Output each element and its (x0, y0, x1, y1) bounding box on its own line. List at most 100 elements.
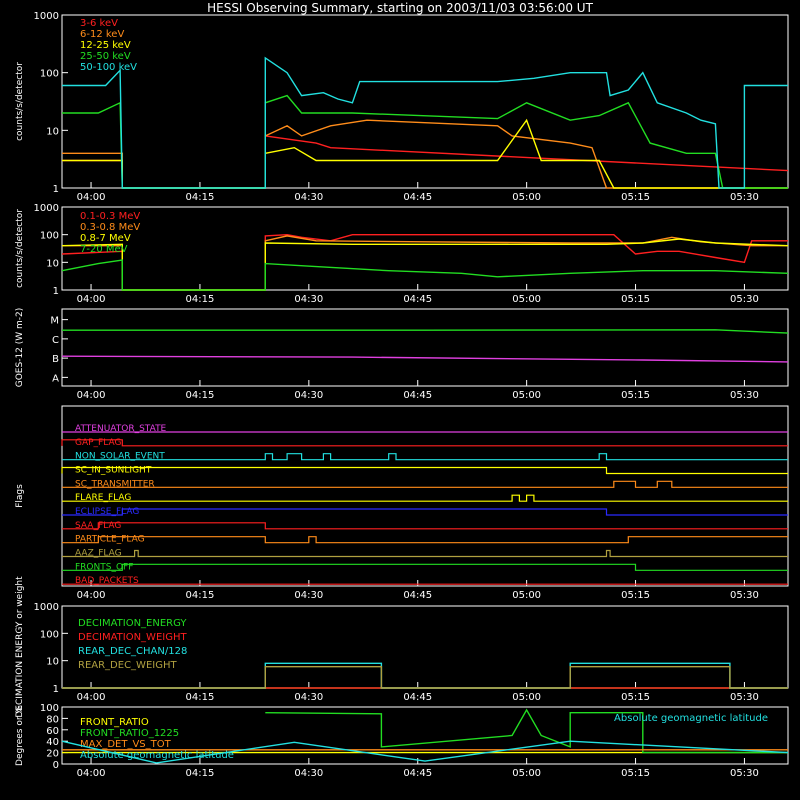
flag-label: NON_SOLAR_EVENT (75, 452, 165, 462)
y-tick-label: 1 (53, 286, 59, 297)
panel-1: counts/s/detector 1 10 100 1000 04:00 04:15 04:… (15, 11, 789, 203)
flag-line (62, 522, 788, 530)
series-line (61, 259, 789, 291)
y-axis-label: DECIMATION ENERGY or weight (15, 576, 25, 718)
plot-frame (61, 308, 789, 387)
x-tick-label: 04:00 (77, 294, 106, 305)
y-tick-label: 1000 (34, 602, 59, 613)
y-tick-label: 10 (46, 657, 59, 668)
x-tick-label: 05:30 (730, 390, 759, 401)
x-tick-label: 05:15 (621, 692, 650, 703)
x-tick-label: 05:15 (621, 192, 650, 203)
flag-line (62, 549, 788, 558)
flag-line (62, 563, 788, 571)
series-line (61, 355, 789, 363)
y-tick-label: 0 (53, 760, 59, 771)
series-line (62, 135, 789, 189)
flag-line (62, 494, 788, 502)
x-tick-label: 05:30 (730, 692, 759, 703)
y-tick-label: 10 (46, 258, 59, 269)
flag-label: FRONTS_OFF (75, 562, 133, 572)
x-tick-label: 04:30 (294, 294, 323, 305)
x-tick-label: 05:30 (730, 192, 759, 203)
x-tick-label: 05:00 (512, 692, 541, 703)
legend-entry: 0.3-0.8 MeV (80, 222, 140, 233)
x-tick-label: 04:00 (77, 390, 106, 401)
flag-label: FLARE_FLAG (75, 493, 131, 503)
x-tick-label: 04:30 (294, 692, 323, 703)
x-tick-label: 04:30 (294, 390, 323, 401)
x-tick-label: 04:30 (294, 768, 323, 779)
y-tick-label: C (52, 335, 59, 346)
series-line (62, 56, 788, 189)
legend-entry: 12-25 keV (80, 40, 131, 51)
x-tick-label: 04:15 (186, 390, 215, 401)
x-tick-label: 05:00 (512, 768, 541, 779)
x-tick-label: 04:45 (403, 768, 432, 779)
plot-frame (61, 405, 789, 587)
y-tick-label: 20 (46, 749, 59, 760)
x-tick-label: 04:45 (403, 692, 432, 703)
y-axis-label: Flags (15, 484, 25, 508)
x-tick-label: 04:00 (77, 590, 106, 601)
legend-entry: FRONT_RATIO (80, 717, 149, 728)
flag-label: GAP_FLAG (75, 438, 121, 448)
flag-label: ECLIPSE_FLAG (75, 507, 139, 517)
x-tick-label: 05:00 (512, 192, 541, 203)
legend-entry: 25-50 keV (80, 51, 131, 62)
panel-4: Flags 04:00 04:15 04:30 04:45 05:00 05:15 05:30… (15, 405, 789, 601)
y-axis-label: counts/s/detector (15, 62, 25, 141)
series-line (62, 118, 788, 189)
x-tick-label: 05:00 (512, 294, 541, 305)
panel-5: DECIMATION ENERGY or weight 1 10 100 1000 04:… (15, 576, 789, 718)
series-line (61, 238, 789, 291)
plot-frame (61, 206, 789, 291)
legend-entry: Absolute geomagnetic latitude (80, 750, 234, 761)
y-tick-label: A (52, 373, 59, 384)
series-line (62, 119, 788, 189)
y-axis-label: counts/s/detector (15, 209, 25, 288)
x-tick-label: 04:00 (77, 768, 106, 779)
legend-entry: REAR_DEC_WEIGHT (78, 660, 177, 671)
legend-entry: DECIMATION_ENERGY (78, 618, 187, 629)
legend-entry: MAX_DET_VS_TOT (80, 739, 172, 750)
series-line (265, 708, 788, 754)
series-line (61, 740, 789, 764)
flag-label: SC_TRANSMITTER (75, 479, 155, 489)
flag-line (62, 453, 788, 461)
x-tick-label: 04:15 (186, 590, 215, 601)
x-tick-label: 04:00 (77, 192, 106, 203)
x-tick-label: 04:00 (77, 692, 106, 703)
y-axis-label: Degrees or % (15, 705, 25, 766)
series-line (62, 666, 788, 689)
x-tick-label: 04:15 (186, 692, 215, 703)
x-tick-label: 04:45 (403, 294, 432, 305)
legend-entry: 7-20 MeV (80, 244, 128, 255)
y-axis-label: GOES-12 (W m-2) (15, 308, 25, 388)
y-tick-label: 100 (40, 231, 59, 242)
flag-line (61, 466, 788, 475)
flag-label: SC_IN_SUNLIGHT (75, 466, 152, 476)
panel-2: counts/s/detector 1 10 100 1000 04:00 04:15 04:… (15, 203, 789, 305)
legend-entry: DECIMATION_WEIGHT (78, 632, 187, 643)
x-tick-label: 05:15 (621, 768, 650, 779)
annotation-label: Absolute geomagnetic latitude (614, 713, 768, 724)
legend-entry: 0.1-0.3 MeV (80, 211, 140, 222)
series-line (61, 233, 788, 291)
flag-line (61, 439, 788, 447)
x-tick-label: 04:45 (403, 192, 432, 203)
x-tick-label: 04:15 (186, 294, 215, 305)
x-tick-label: 05:30 (730, 294, 759, 305)
flag-line (62, 536, 788, 544)
y-tick-label: 40 (46, 737, 59, 748)
flag-label: ATTENUATOR_STATE (75, 424, 167, 434)
series-line (62, 94, 788, 189)
y-tick-label: 10 (46, 126, 59, 137)
flag-label: PARTICLE_FLAG (75, 535, 145, 545)
chart-title: HESSI Observing Summary, starting on 200… (207, 1, 593, 15)
series-line (62, 329, 789, 334)
legend-entry: 0.8-7 MeV (80, 233, 131, 244)
x-tick-label: 05:15 (621, 390, 650, 401)
